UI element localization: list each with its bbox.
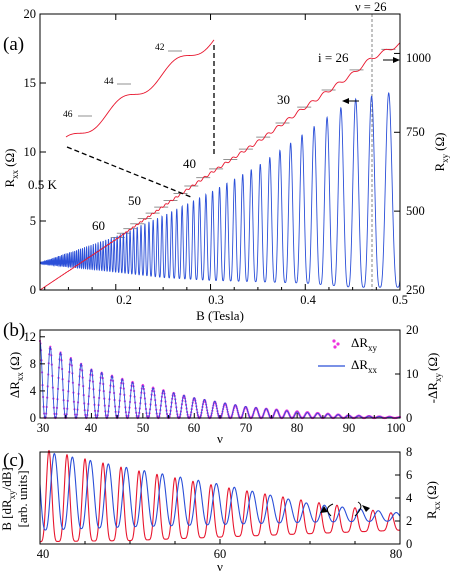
panel-a-ytick-right: 500 — [406, 204, 425, 218]
panel-a: (a) 42 44 46 ν = 26 i = 26 30 40 50 60 0… — [2, 0, 450, 323]
svg-text:Rxx(Ω): Rxx(Ω) — [424, 481, 442, 519]
panel-b-ytick-left: 0 — [30, 411, 36, 425]
panel-b-ytick-left: 12 — [24, 330, 37, 344]
panel-b-ylabel-left: ΔRxx(Ω) — [7, 352, 25, 398]
panel-a-label: (a) — [3, 34, 24, 55]
svg-text:B [dRxy/dB]: B [dRxy/dB] — [0, 467, 17, 531]
svg-text:ΔRxx(Ω): ΔRxx(Ω) — [7, 352, 25, 398]
panel-b-xlabel: ν — [217, 431, 223, 446]
nu-26-label: ν = 26 — [355, 0, 386, 14]
panel-a-ytick-left: 20 — [24, 7, 37, 21]
panel-c-ylabel-left: B [dRxy/dB] — [0, 467, 17, 531]
filling-label-40: 40 — [183, 156, 196, 171]
inset-label-44: 44 — [104, 77, 114, 87]
svg-text:-ΔRxy(Ω): -ΔRxy(Ω) — [425, 353, 443, 404]
panel-c-label: (c) — [3, 450, 24, 471]
panel-a-xtick: 0.3 — [208, 293, 224, 307]
legend: ΔRxy ΔRxx — [318, 335, 378, 375]
panel-b-xtick: 60 — [188, 421, 201, 435]
panel-b-xtick: 40 — [85, 421, 98, 435]
arrow-to-left-axis — [342, 98, 359, 104]
panel-a-ylabel-right: Rxy(Ω) — [432, 133, 450, 172]
legend-delta-rxy-label: ΔRxy — [351, 335, 378, 353]
svg-text:[arb. units]: [arb. units] — [15, 470, 30, 527]
panel-c-ylabel-right: Rxx(Ω) — [424, 481, 442, 519]
panel-a-ytick-right: 250 — [406, 283, 425, 297]
panel-c-ytick-right: 2 — [406, 514, 412, 528]
panel-b-xtick: 70 — [240, 421, 253, 435]
i-26-label: i = 26 — [318, 50, 349, 65]
panel-a-xlabel: B (Tesla) — [196, 308, 244, 323]
panel-a-ytick-right: 750 — [406, 125, 425, 139]
panel-a-ticks — [40, 14, 400, 290]
svg-text:Rxx(Ω): Rxx(Ω) — [2, 149, 20, 188]
panel-a-ytick-left: 0 — [30, 283, 36, 297]
panel-c-xtick: 40 — [37, 547, 50, 561]
rxy-curve — [39, 42, 401, 291]
panel-b-xtick: 30 — [37, 421, 50, 435]
panel-a-ytick-right: 1000 — [406, 51, 431, 65]
panel-a-ytick-left: 10 — [24, 145, 37, 159]
panel-c-ytick-right: 6 — [406, 468, 412, 482]
panel-b-label: (b) — [3, 320, 25, 341]
panel-c: (c) 40 60 80 0 2 4 6 8 ν B [dRxy/dB] [ar… — [0, 445, 442, 574]
panel-a-ytick-left: 5 — [30, 214, 36, 228]
filling-label-50: 50 — [128, 193, 141, 208]
panel-b: (b) ΔRxy ΔRxx 30 40 50 60 70 80 90 100 0… — [3, 320, 443, 446]
arrow-to-left-axis-c — [320, 503, 334, 517]
panel-b-xtick: 50 — [137, 421, 150, 435]
legend-delta-rxy-marker — [336, 342, 340, 346]
panel-a-ytick-left: 15 — [24, 76, 37, 90]
inset-label-46: 46 — [63, 110, 73, 120]
panel-c-ticks — [39, 474, 401, 544]
rxx-curve-c — [39, 453, 401, 531]
filling-label-30: 30 — [277, 92, 290, 107]
rxx-curve — [39, 92, 401, 288]
panel-b-xtick: 100 — [387, 421, 406, 435]
panel-c-ytick-right: 8 — [406, 445, 412, 459]
panel-a-ylabel-left: Rxx(Ω) — [2, 149, 20, 188]
panel-c-ylabel-left-line2: [arb. units] — [15, 470, 30, 527]
derivative-curve — [40, 449, 401, 543]
inset-dashed-connector-left — [66, 146, 192, 198]
panel-c-xtick: 80 — [390, 547, 403, 561]
panel-c-ytick-right: 0 — [406, 537, 412, 551]
svg-text:Rxy(Ω): Rxy(Ω) — [432, 133, 450, 172]
panel-b-ytick-left: 4 — [30, 384, 37, 398]
panel-a-xtick: 0.4 — [300, 293, 316, 307]
legend-delta-rxy-marker — [332, 339, 336, 343]
panel-b-xtick: 90 — [343, 421, 356, 435]
legend-delta-rxy-marker — [333, 345, 337, 349]
rxy-zoom-inset-curve — [65, 39, 215, 138]
temperature-label: 0.5 K — [28, 177, 58, 192]
inset-label-42: 42 — [155, 43, 165, 53]
panel-b-ticks — [39, 336, 401, 418]
delta-rxx-curve — [39, 341, 400, 419]
panel-c-xlabel: ν — [217, 559, 223, 574]
panel-a-xtick: 0.5 — [392, 293, 408, 307]
panel-b-xtick: 80 — [291, 421, 304, 435]
legend-delta-rxx-label: ΔRxx — [351, 357, 378, 375]
panel-b-ytick-right: 0 — [406, 411, 412, 425]
panel-b-ytick-right: 10 — [406, 367, 419, 381]
panel-b-ytick-right: 20 — [406, 323, 419, 337]
arrow-to-right-axis-c — [354, 501, 370, 517]
panel-c-ytick-right: 4 — [406, 491, 413, 505]
arrow-to-right-axis — [383, 57, 400, 63]
panel-c-xtick: 60 — [214, 547, 227, 561]
filling-label-60: 60 — [92, 218, 105, 233]
panel-b-ylabel-right: -ΔRxy(Ω) — [425, 353, 443, 404]
panel-a-xtick: 0.2 — [116, 293, 132, 307]
panel-b-ytick-left: 8 — [30, 357, 36, 371]
